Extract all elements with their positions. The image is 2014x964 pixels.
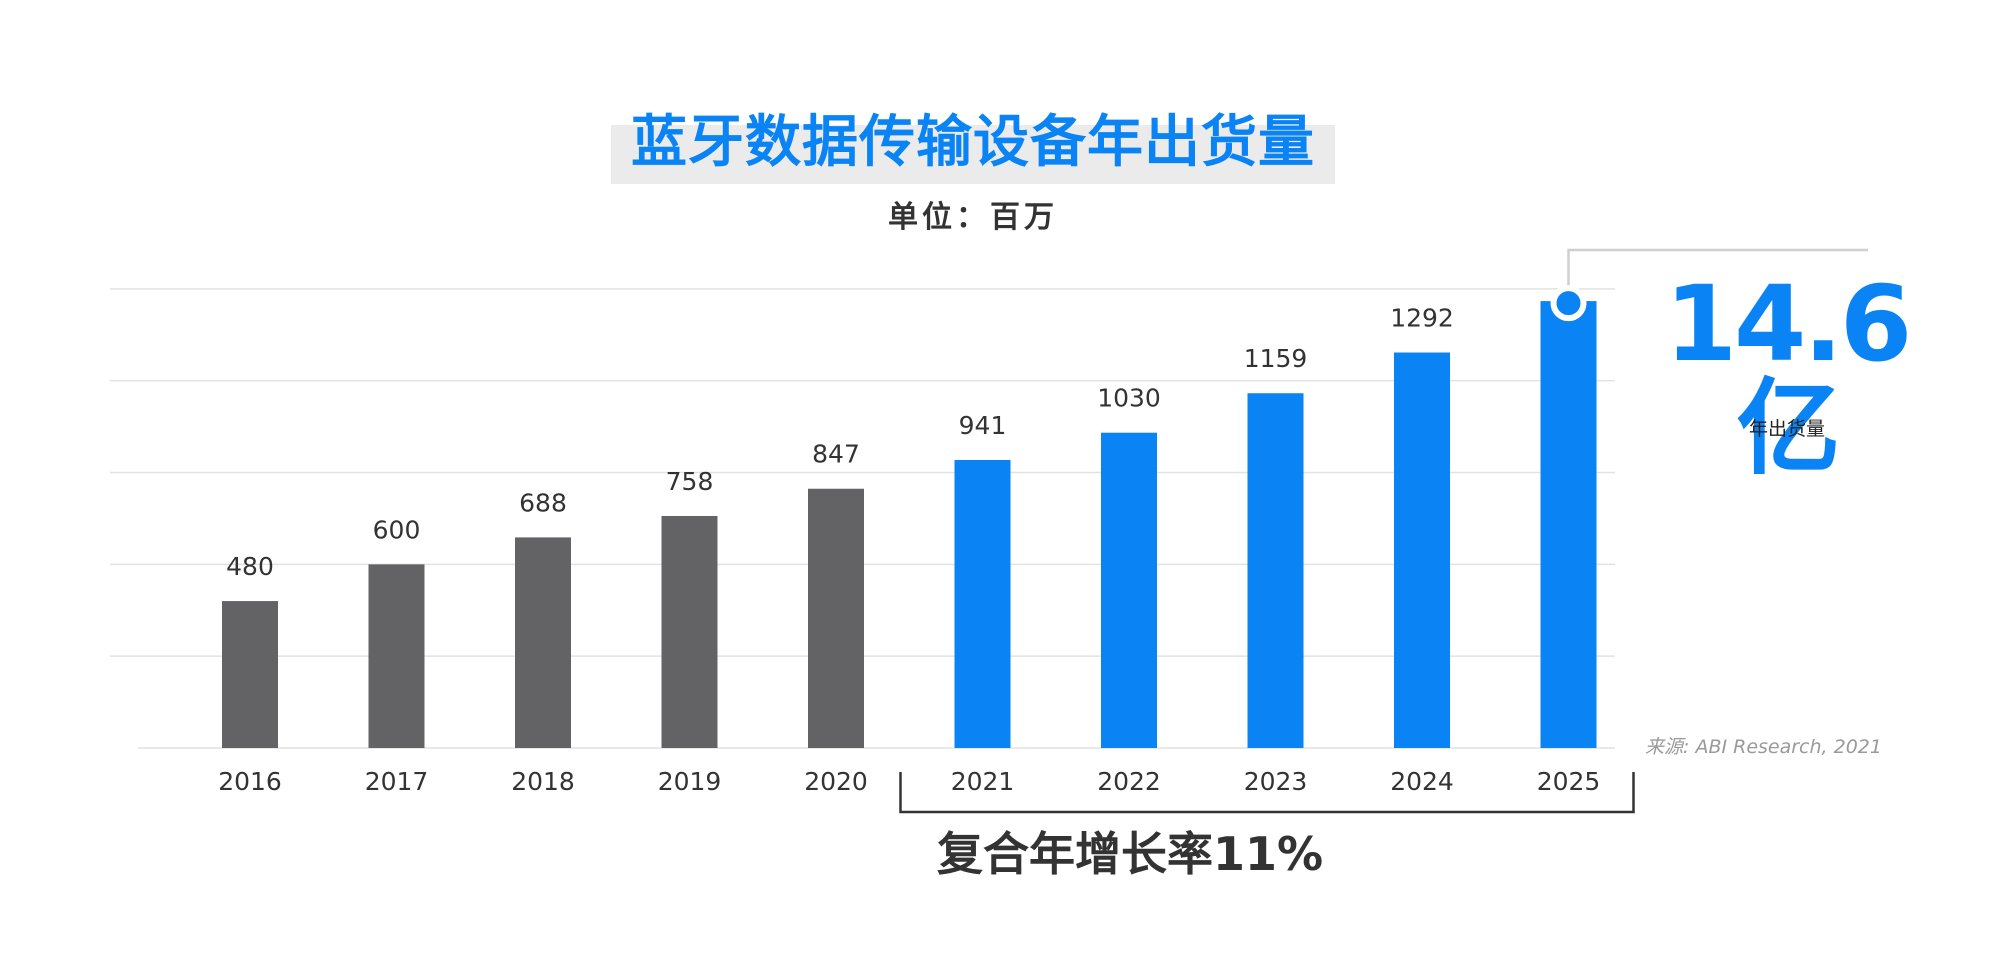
x-tick-2024: 2024 <box>1390 767 1454 796</box>
bar-2022 <box>1101 432 1157 748</box>
data-label-2019: 758 <box>666 467 714 496</box>
bars <box>222 301 1597 748</box>
bar-2023 <box>1247 393 1304 748</box>
x-tick-2021: 2021 <box>951 767 1015 796</box>
bar-2024 <box>1394 352 1450 748</box>
data-label-2018: 688 <box>519 488 567 517</box>
data-label-2022: 1030 <box>1097 384 1161 413</box>
data-label-2024: 1292 <box>1390 304 1454 333</box>
total-shipment-caption: 年出货量 <box>1748 418 1825 440</box>
data-label-2023: 1159 <box>1244 344 1308 373</box>
gridlines <box>110 288 1615 749</box>
total-shipment-callout: 14.6亿 <box>1664 263 1913 489</box>
bar-2021 <box>954 459 1011 748</box>
bar-2018 <box>515 537 571 748</box>
data-label-2020: 847 <box>812 440 860 469</box>
callout-connector <box>1567 248 1868 298</box>
cagr-bracket <box>899 772 1635 814</box>
data-label-2016: 480 <box>226 552 274 581</box>
bar-2025 <box>1540 301 1597 748</box>
x-tick-2025: 2025 <box>1537 767 1601 796</box>
x-tick-labels: 2016 2017 2018 2019 2020 2021 2022 2023 2024 2025 <box>218 767 1600 796</box>
bar-2016 <box>222 601 278 748</box>
annotations <box>899 248 1868 814</box>
chart-title: 蓝牙数据传输设备年出货量 <box>631 110 1315 175</box>
title-highlight-band <box>611 125 1335 184</box>
x-tick-2016: 2016 <box>218 767 282 796</box>
unit-subtitle: 单位：百万 <box>888 200 1058 235</box>
x-tick-2020: 2020 <box>804 767 868 796</box>
x-tick-2018: 2018 <box>511 767 575 796</box>
cagr-label: 复合年增长率11% <box>936 827 1324 881</box>
bar-2017 <box>368 564 425 748</box>
x-tick-2023: 2023 <box>1244 767 1308 796</box>
bar-2020 <box>808 488 864 748</box>
data-labels: 480 600 688 758 847 941 1030 1159 1292 <box>226 304 1454 582</box>
data-label-2021: 941 <box>959 411 1007 440</box>
x-tick-2017: 2017 <box>365 767 429 796</box>
source-note: 来源: ABI Research, 2021 <box>1645 736 1882 758</box>
bar-2019 <box>661 515 718 748</box>
x-tick-2019: 2019 <box>658 767 722 796</box>
x-tick-2022: 2022 <box>1097 767 1161 796</box>
callout-marker <box>1550 285 1587 322</box>
data-label-2017: 600 <box>373 515 421 544</box>
